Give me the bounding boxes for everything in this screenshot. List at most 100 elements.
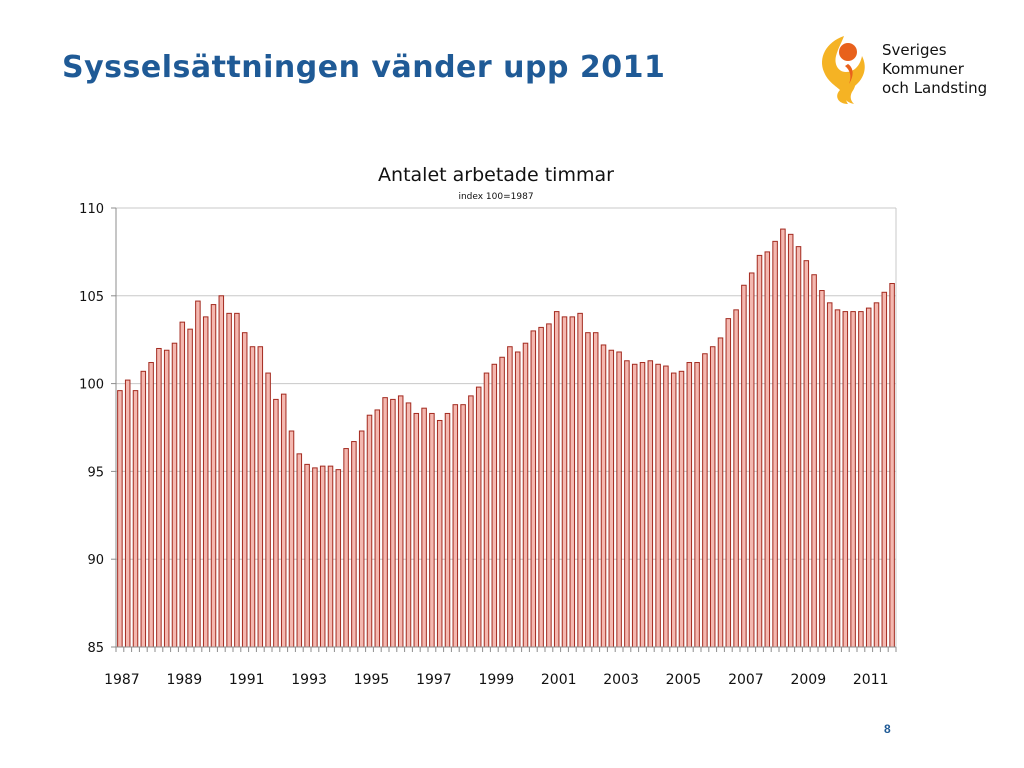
bar [748,272,755,648]
bar [234,312,240,648]
bar [358,430,365,648]
x-tick-label: 1993 [291,672,327,688]
bar-series [117,228,895,648]
bar [865,307,872,648]
bar [616,351,622,648]
x-tick-label: 1999 [478,672,514,688]
skl-flame-figure-icon [822,36,865,104]
bar [444,412,451,648]
bar [124,379,131,648]
logo-head-circle [839,43,857,61]
bar [600,344,607,648]
bar [483,372,490,648]
bar [670,372,677,648]
bar [569,316,576,648]
bar [210,304,217,648]
bar [694,362,700,648]
x-tick-label: 1997 [416,672,452,688]
bar [499,356,505,648]
x-tick-label: 1991 [229,672,265,688]
bar [631,363,638,648]
bar [335,469,342,648]
x-tick-label: 1989 [166,672,202,688]
bar [850,311,856,648]
bar [655,363,661,648]
bar [592,332,599,648]
logo-line-1: Sveriges [882,41,947,59]
skl-logo: Sveriges Kommuner och Landsting [818,32,1008,112]
bar [468,395,474,648]
bar [733,309,739,648]
bar [288,430,295,648]
x-tick-label: 2003 [603,672,639,688]
bar [725,318,732,648]
slide-title: Sysselsättningen vänder upp 2011 [62,50,666,85]
logo-body-stroke [845,64,853,84]
chart-subtitle: index 100=1987 [458,192,533,202]
bar [249,346,256,648]
bar [553,311,560,648]
bar [647,360,654,648]
x-tick-label: 1995 [354,672,390,688]
chart-title: Antalet arbetade timmar [378,164,614,186]
bar [663,365,669,648]
bar [421,407,427,648]
x-tick-label: 2009 [790,672,826,688]
bar [312,467,318,648]
bar [507,346,513,648]
bar [195,300,201,648]
bar [538,326,544,648]
bar [265,372,271,648]
bar [639,362,646,648]
bar [756,254,763,648]
bar [858,311,864,648]
bar [132,390,139,648]
logo-line-3: och Landsting [882,79,988,97]
bar [304,463,310,648]
y-tick-label: 105 [79,290,104,305]
bar [530,330,537,648]
bar [296,453,303,648]
bar [171,342,178,648]
bar [413,412,420,648]
bar [522,342,529,648]
bar [764,251,771,648]
bar [117,390,123,648]
bar [397,395,404,648]
bar [514,351,521,648]
bar [889,283,895,648]
x-tick-label: 2005 [666,672,702,688]
bar [429,412,435,648]
bar [709,346,716,648]
bar [702,353,708,648]
bar [546,323,552,648]
bar [280,393,287,648]
logo-line-2: Kommuner [882,60,964,78]
bar [475,386,482,648]
bar [319,465,326,648]
bar [803,260,810,648]
bar [460,404,466,648]
bar [156,347,162,648]
grid-lines [116,207,897,647]
bar [405,402,412,648]
bar [202,316,209,648]
bar [608,349,615,648]
bar [780,228,786,648]
bar [741,284,747,648]
bar [826,302,833,648]
logo-outer-figure-shape [822,36,865,104]
y-tick-label: 85 [87,641,104,656]
bar [179,321,186,648]
bar [374,409,381,648]
bar [163,349,170,648]
bar [491,363,498,648]
bar [257,346,264,648]
bar [436,419,443,648]
y-tick-label: 90 [87,553,104,568]
bar [218,295,225,648]
bar [187,328,193,648]
page-number: 8 [884,722,891,736]
bar [787,233,794,648]
